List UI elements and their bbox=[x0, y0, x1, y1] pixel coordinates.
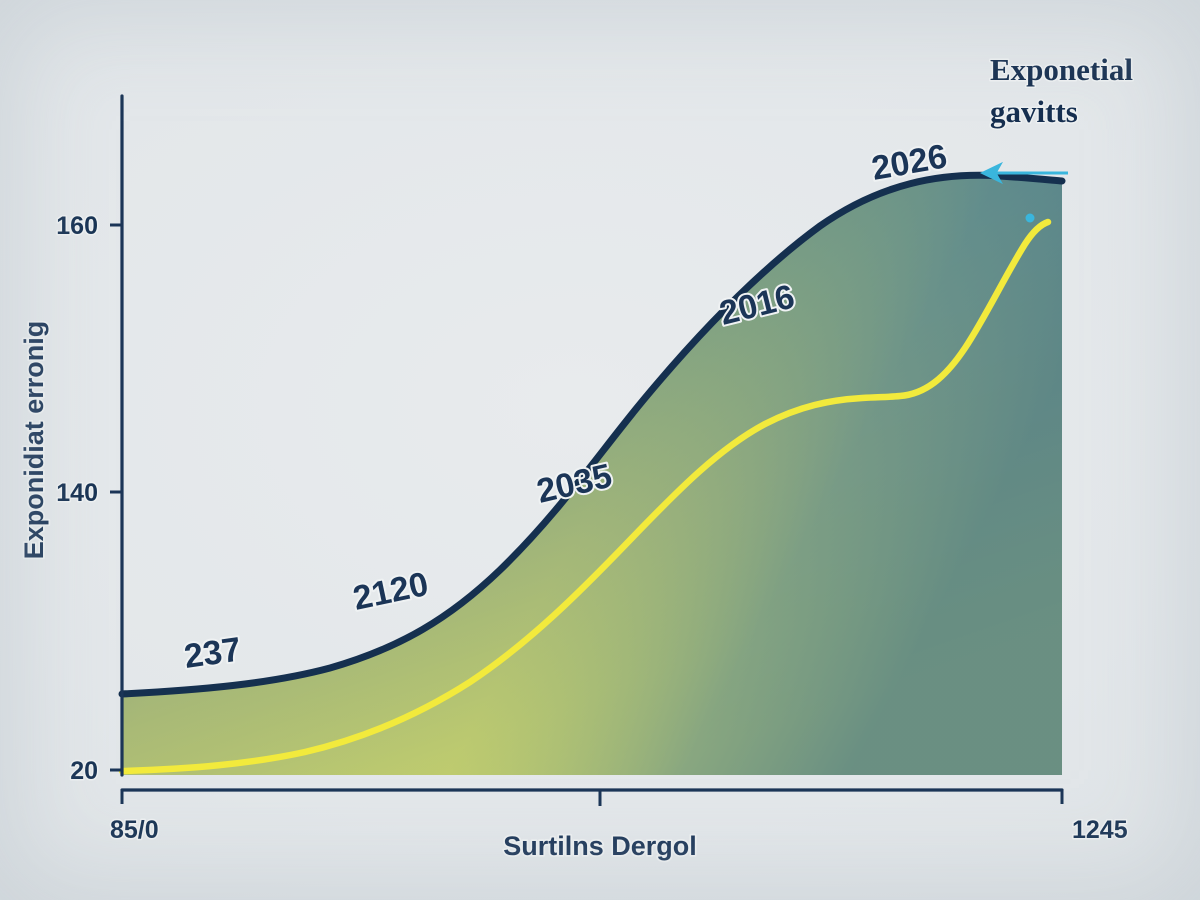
secondary-trace-line bbox=[118, 218, 1052, 775]
data-label-237: 237 bbox=[182, 630, 243, 676]
data-label-2035: 2035 bbox=[533, 457, 615, 511]
annotation-line-2: gavitts bbox=[990, 94, 1078, 129]
annotation-endpoint-dot bbox=[1025, 213, 1035, 223]
x-tick-label-0: 85/0 bbox=[110, 816, 159, 844]
x-tick-label-1: 1245 bbox=[1072, 816, 1128, 844]
x-axis-title: Surtilns Dergol bbox=[503, 831, 697, 861]
y-axis-title: Exponidiat erronig bbox=[19, 321, 49, 560]
data-label-2120: 2120 bbox=[350, 565, 432, 618]
y-tick-label-2: 20 bbox=[70, 757, 98, 785]
axes-group bbox=[110, 94, 1064, 806]
y-tick-label-0: 160 bbox=[56, 212, 98, 240]
annotation-callout: Exponetial gavitts bbox=[979, 51, 1135, 223]
annotation-line-1: Exponetial bbox=[990, 52, 1133, 87]
y-tick-label-1: 140 bbox=[56, 479, 98, 507]
primary-curve-line bbox=[118, 171, 1066, 698]
